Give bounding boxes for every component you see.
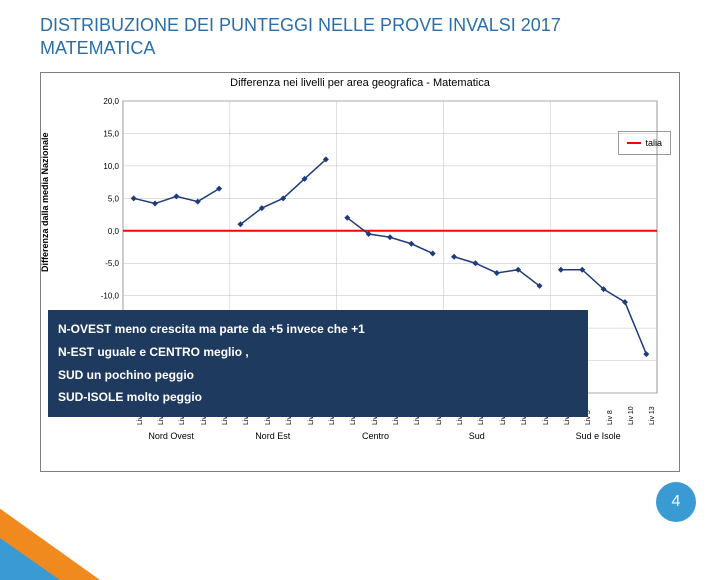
- region-label: Centro: [362, 431, 389, 441]
- page-number-badge: 4: [656, 482, 696, 522]
- svg-text:-5,0: -5,0: [105, 259, 119, 268]
- commentary-line: N-OVEST meno crescita ma parte da +5 inv…: [58, 318, 578, 341]
- x-tick-label: Liv 8: [607, 410, 614, 425]
- commentary-box: N-OVEST meno crescita ma parte da +5 inv…: [48, 310, 588, 417]
- commentary-line: SUD-ISOLE molto peggio: [58, 386, 578, 409]
- region-label: Sud: [469, 431, 485, 441]
- svg-text:5,0: 5,0: [108, 194, 120, 203]
- slide-title: DISTRIBUZIONE DEI PUNTEGGI NELLE PROVE I…: [0, 0, 720, 67]
- footer-decoration: [0, 440, 160, 580]
- svg-text:0,0: 0,0: [108, 227, 120, 236]
- region-label: Sud e Isole: [576, 431, 621, 441]
- svg-text:20,0: 20,0: [103, 97, 119, 106]
- x-tick-label: Liv 10: [628, 406, 635, 425]
- region-label: Nord Est: [255, 431, 290, 441]
- commentary-line: N-EST uguale e CENTRO meglio ,: [58, 341, 578, 364]
- chart-title: Differenza nei livelli per area geografi…: [41, 73, 679, 91]
- y-axis-label: Differenza dalla media Nazionale: [40, 132, 50, 272]
- svg-text:10,0: 10,0: [103, 162, 119, 171]
- svg-text:15,0: 15,0: [103, 129, 119, 138]
- commentary-line: SUD un pochino peggio: [58, 364, 578, 387]
- svg-text:-10,0: -10,0: [101, 292, 120, 301]
- x-tick-label: Liv 13: [649, 406, 656, 425]
